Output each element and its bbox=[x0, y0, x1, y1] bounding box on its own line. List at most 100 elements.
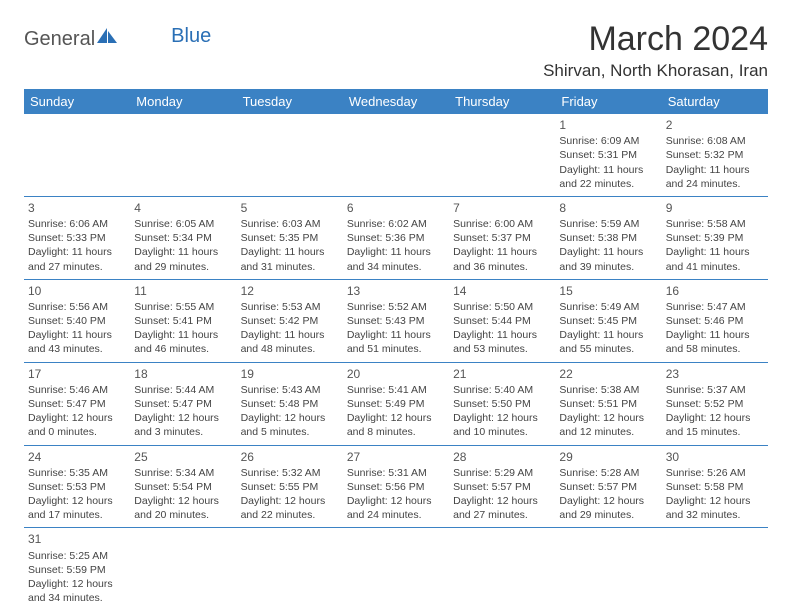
daylight-text-2: and 8 minutes. bbox=[347, 425, 445, 439]
daylight-text-2: and 48 minutes. bbox=[241, 342, 339, 356]
calendar-cell: 16Sunrise: 5:47 AMSunset: 5:46 PMDayligh… bbox=[662, 279, 768, 362]
daylight-text-1: Daylight: 11 hours bbox=[241, 245, 339, 259]
day-number: 29 bbox=[559, 449, 657, 465]
day-number: 1 bbox=[559, 117, 657, 133]
sunset-text: Sunset: 5:37 PM bbox=[453, 231, 551, 245]
sunset-text: Sunset: 5:44 PM bbox=[453, 314, 551, 328]
daylight-text-1: Daylight: 11 hours bbox=[453, 245, 551, 259]
day-number: 15 bbox=[559, 283, 657, 299]
day-info: Sunrise: 5:37 AMSunset: 5:52 PMDaylight:… bbox=[666, 383, 764, 440]
daylight-text-2: and 55 minutes. bbox=[559, 342, 657, 356]
day-info: Sunrise: 5:56 AMSunset: 5:40 PMDaylight:… bbox=[28, 300, 126, 357]
sunset-text: Sunset: 5:39 PM bbox=[666, 231, 764, 245]
sunrise-text: Sunrise: 5:28 AM bbox=[559, 466, 657, 480]
daylight-text-1: Daylight: 11 hours bbox=[453, 328, 551, 342]
calendar-row: 3Sunrise: 6:06 AMSunset: 5:33 PMDaylight… bbox=[24, 196, 768, 279]
calendar-cell-empty bbox=[130, 114, 236, 196]
daylight-text-2: and 51 minutes. bbox=[347, 342, 445, 356]
sunset-text: Sunset: 5:54 PM bbox=[134, 480, 232, 494]
calendar-cell: 12Sunrise: 5:53 AMSunset: 5:42 PMDayligh… bbox=[237, 279, 343, 362]
daylight-text-2: and 34 minutes. bbox=[28, 591, 126, 605]
daylight-text-1: Daylight: 12 hours bbox=[347, 411, 445, 425]
day-number: 5 bbox=[241, 200, 339, 216]
sunset-text: Sunset: 5:58 PM bbox=[666, 480, 764, 494]
calendar-cell: 23Sunrise: 5:37 AMSunset: 5:52 PMDayligh… bbox=[662, 362, 768, 445]
calendar-cell: 1Sunrise: 6:09 AMSunset: 5:31 PMDaylight… bbox=[555, 114, 661, 196]
sunrise-text: Sunrise: 5:52 AM bbox=[347, 300, 445, 314]
sunset-text: Sunset: 5:48 PM bbox=[241, 397, 339, 411]
daylight-text-2: and 29 minutes. bbox=[559, 508, 657, 522]
weekday-header: Thursday bbox=[449, 89, 555, 114]
sunrise-text: Sunrise: 5:40 AM bbox=[453, 383, 551, 397]
sunset-text: Sunset: 5:47 PM bbox=[134, 397, 232, 411]
calendar-cell: 11Sunrise: 5:55 AMSunset: 5:41 PMDayligh… bbox=[130, 279, 236, 362]
calendar-cell-empty bbox=[237, 114, 343, 196]
sunrise-text: Sunrise: 5:29 AM bbox=[453, 466, 551, 480]
day-info: Sunrise: 5:35 AMSunset: 5:53 PMDaylight:… bbox=[28, 466, 126, 523]
calendar-cell-empty bbox=[130, 528, 236, 610]
day-number: 26 bbox=[241, 449, 339, 465]
calendar-cell: 26Sunrise: 5:32 AMSunset: 5:55 PMDayligh… bbox=[237, 445, 343, 528]
daylight-text-2: and 27 minutes. bbox=[28, 260, 126, 274]
daylight-text-1: Daylight: 12 hours bbox=[666, 494, 764, 508]
day-info: Sunrise: 5:49 AMSunset: 5:45 PMDaylight:… bbox=[559, 300, 657, 357]
weekday-header: Tuesday bbox=[237, 89, 343, 114]
day-info: Sunrise: 5:53 AMSunset: 5:42 PMDaylight:… bbox=[241, 300, 339, 357]
daylight-text-1: Daylight: 11 hours bbox=[666, 328, 764, 342]
sunrise-text: Sunrise: 5:56 AM bbox=[28, 300, 126, 314]
sunset-text: Sunset: 5:52 PM bbox=[666, 397, 764, 411]
day-number: 23 bbox=[666, 366, 764, 382]
daylight-text-1: Daylight: 12 hours bbox=[559, 494, 657, 508]
daylight-text-1: Daylight: 11 hours bbox=[559, 245, 657, 259]
daylight-text-2: and 27 minutes. bbox=[453, 508, 551, 522]
daylight-text-2: and 29 minutes. bbox=[134, 260, 232, 274]
daylight-text-1: Daylight: 11 hours bbox=[28, 328, 126, 342]
day-number: 7 bbox=[453, 200, 551, 216]
sunset-text: Sunset: 5:35 PM bbox=[241, 231, 339, 245]
calendar-cell: 28Sunrise: 5:29 AMSunset: 5:57 PMDayligh… bbox=[449, 445, 555, 528]
sunrise-text: Sunrise: 5:37 AM bbox=[666, 383, 764, 397]
calendar-cell: 30Sunrise: 5:26 AMSunset: 5:58 PMDayligh… bbox=[662, 445, 768, 528]
sunset-text: Sunset: 5:46 PM bbox=[666, 314, 764, 328]
daylight-text-2: and 34 minutes. bbox=[347, 260, 445, 274]
daylight-text-2: and 58 minutes. bbox=[666, 342, 764, 356]
day-info: Sunrise: 5:46 AMSunset: 5:47 PMDaylight:… bbox=[28, 383, 126, 440]
day-info: Sunrise: 5:52 AMSunset: 5:43 PMDaylight:… bbox=[347, 300, 445, 357]
sunrise-text: Sunrise: 5:32 AM bbox=[241, 466, 339, 480]
sunset-text: Sunset: 5:57 PM bbox=[453, 480, 551, 494]
calendar-cell-empty bbox=[662, 528, 768, 610]
daylight-text-2: and 22 minutes. bbox=[241, 508, 339, 522]
day-number: 6 bbox=[347, 200, 445, 216]
sunset-text: Sunset: 5:57 PM bbox=[559, 480, 657, 494]
daylight-text-1: Daylight: 11 hours bbox=[666, 245, 764, 259]
calendar-cell: 7Sunrise: 6:00 AMSunset: 5:37 PMDaylight… bbox=[449, 196, 555, 279]
calendar-cell: 9Sunrise: 5:58 AMSunset: 5:39 PMDaylight… bbox=[662, 196, 768, 279]
sunrise-text: Sunrise: 5:47 AM bbox=[666, 300, 764, 314]
calendar-body: 1Sunrise: 6:09 AMSunset: 5:31 PMDaylight… bbox=[24, 114, 768, 610]
day-number: 24 bbox=[28, 449, 126, 465]
day-info: Sunrise: 6:00 AMSunset: 5:37 PMDaylight:… bbox=[453, 217, 551, 274]
sunset-text: Sunset: 5:33 PM bbox=[28, 231, 126, 245]
day-info: Sunrise: 5:38 AMSunset: 5:51 PMDaylight:… bbox=[559, 383, 657, 440]
daylight-text-2: and 41 minutes. bbox=[666, 260, 764, 274]
calendar-row: 24Sunrise: 5:35 AMSunset: 5:53 PMDayligh… bbox=[24, 445, 768, 528]
weekday-header: Saturday bbox=[662, 89, 768, 114]
daylight-text-2: and 53 minutes. bbox=[453, 342, 551, 356]
logo-sail-icon bbox=[97, 28, 119, 51]
location-text: Shirvan, North Khorasan, Iran bbox=[543, 61, 768, 81]
sunrise-text: Sunrise: 5:43 AM bbox=[241, 383, 339, 397]
day-info: Sunrise: 5:34 AMSunset: 5:54 PMDaylight:… bbox=[134, 466, 232, 523]
day-info: Sunrise: 5:59 AMSunset: 5:38 PMDaylight:… bbox=[559, 217, 657, 274]
sunset-text: Sunset: 5:50 PM bbox=[453, 397, 551, 411]
daylight-text-1: Daylight: 12 hours bbox=[559, 411, 657, 425]
sunrise-text: Sunrise: 5:58 AM bbox=[666, 217, 764, 231]
day-number: 11 bbox=[134, 283, 232, 299]
daylight-text-2: and 36 minutes. bbox=[453, 260, 551, 274]
day-info: Sunrise: 6:03 AMSunset: 5:35 PMDaylight:… bbox=[241, 217, 339, 274]
day-number: 9 bbox=[666, 200, 764, 216]
daylight-text-2: and 10 minutes. bbox=[453, 425, 551, 439]
day-info: Sunrise: 5:29 AMSunset: 5:57 PMDaylight:… bbox=[453, 466, 551, 523]
day-number: 2 bbox=[666, 117, 764, 133]
daylight-text-2: and 3 minutes. bbox=[134, 425, 232, 439]
sunrise-text: Sunrise: 6:08 AM bbox=[666, 134, 764, 148]
